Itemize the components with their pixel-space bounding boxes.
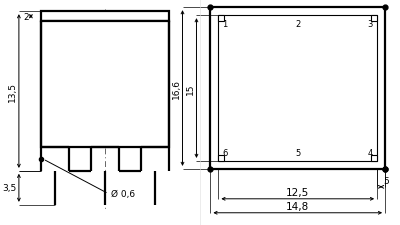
Bar [218,155,224,161]
Text: 6: 6 [222,148,228,157]
Text: 12,5: 12,5 [286,187,309,197]
Bar [371,155,377,161]
Text: 2: 2 [295,20,300,29]
Text: 13,5: 13,5 [8,82,17,102]
Text: 4: 4 [368,148,373,157]
Bar [41,12,168,22]
Bar [210,8,385,169]
Text: 1: 1 [222,20,228,29]
Bar [218,16,377,161]
Bar [218,16,224,22]
Text: 3: 3 [368,20,373,29]
Text: Ø 0,6: Ø 0,6 [111,189,135,198]
Text: 2: 2 [23,13,29,22]
Text: 3,5: 3,5 [3,184,17,192]
Text: 5: 5 [383,176,389,185]
Text: 15: 15 [186,83,194,94]
Text: 16,6: 16,6 [172,79,180,99]
Bar [371,16,377,22]
Bar [41,22,168,147]
Text: 14,8: 14,8 [286,201,309,211]
Text: 5: 5 [295,148,300,157]
